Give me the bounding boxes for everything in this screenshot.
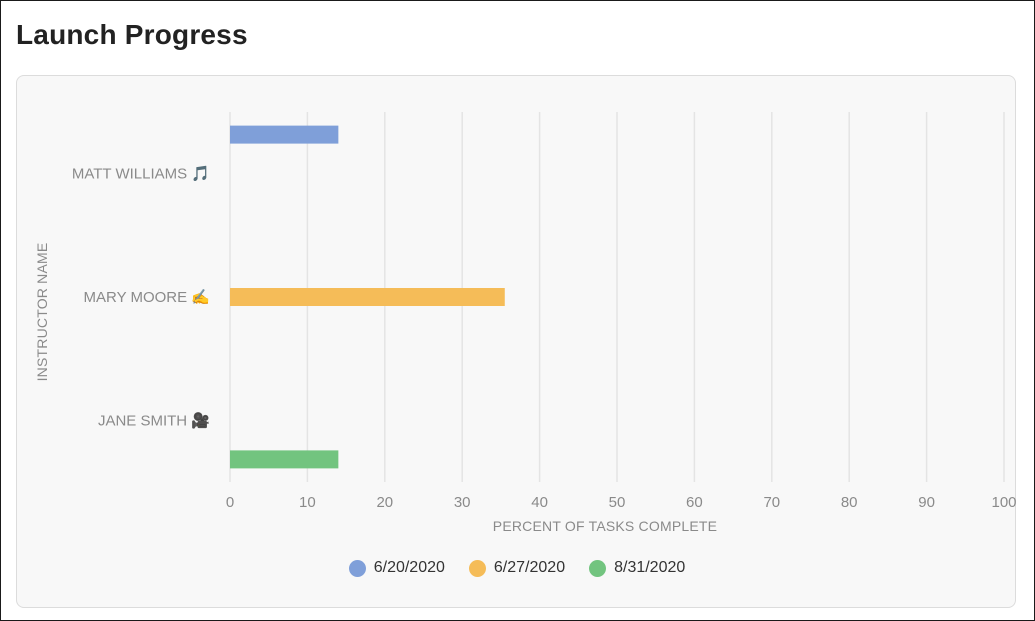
bars [230, 125, 505, 469]
x-tick-label: 50 [609, 494, 626, 511]
x-tick-label: 0 [226, 494, 234, 511]
bar[interactable] [230, 125, 339, 144]
bar-chart: 0 10 20 30 40 50 60 70 80 90 100 MATT WILLIAMS 🎵MA… [34, 112, 1017, 534]
y-axis-title: INSTRUCTOR NAME [34, 243, 50, 382]
legend-item[interactable]: 8/31/2020 [589, 559, 685, 577]
y-category-label: MARY MOORE ✍️ [84, 288, 210, 306]
legend-swatch [348, 559, 366, 577]
x-tick-label: 90 [918, 494, 935, 511]
legend-swatch [589, 559, 607, 577]
x-tick-label: 20 [376, 494, 393, 511]
x-tick-label: 40 [531, 494, 548, 511]
x-tick-label: 30 [454, 494, 471, 511]
x-tick-label: 60 [686, 494, 703, 511]
x-tick-label: 80 [841, 494, 858, 511]
legend-item[interactable]: 6/27/2020 [468, 559, 566, 577]
legend-item[interactable]: 6/20/2020 [348, 559, 445, 577]
legend-swatch [468, 559, 486, 577]
chart-legend: 6/20/2020 6/27/2020 8/31/2020 [17, 556, 1017, 580]
legend-label: 6/27/2020 [493, 559, 566, 576]
y-category-label: JANE SMITH 🎥 [98, 411, 210, 429]
page-title: Launch Progress [16, 19, 248, 50]
grid-lines [229, 112, 1005, 482]
x-tick-label: 70 [763, 494, 780, 511]
bar[interactable] [230, 288, 505, 306]
x-tick-label: 10 [299, 494, 316, 511]
x-tick-label: 100 [991, 494, 1016, 511]
legend-label: 6/20/2020 [373, 559, 445, 576]
y-category-label: MATT WILLIAMS 🎵 [72, 165, 210, 183]
chart-card: 0 10 20 30 40 50 60 70 80 90 100 MATT WILLIAMS 🎵 MA… [16, 75, 1017, 608]
x-axis-title: PERCENT OF TASKS COMPLETE [493, 518, 717, 534]
legend-label: 8/31/2020 [614, 559, 686, 576]
y-axis-categories: MATT WILLIAMS 🎵 MARY MOORE ✍️ JANE SMITH 🎥 [72, 165, 210, 430]
x-axis-ticks: 0 10 20 30 40 50 60 70 80 90 100 [226, 494, 1017, 511]
bar[interactable] [230, 450, 339, 469]
